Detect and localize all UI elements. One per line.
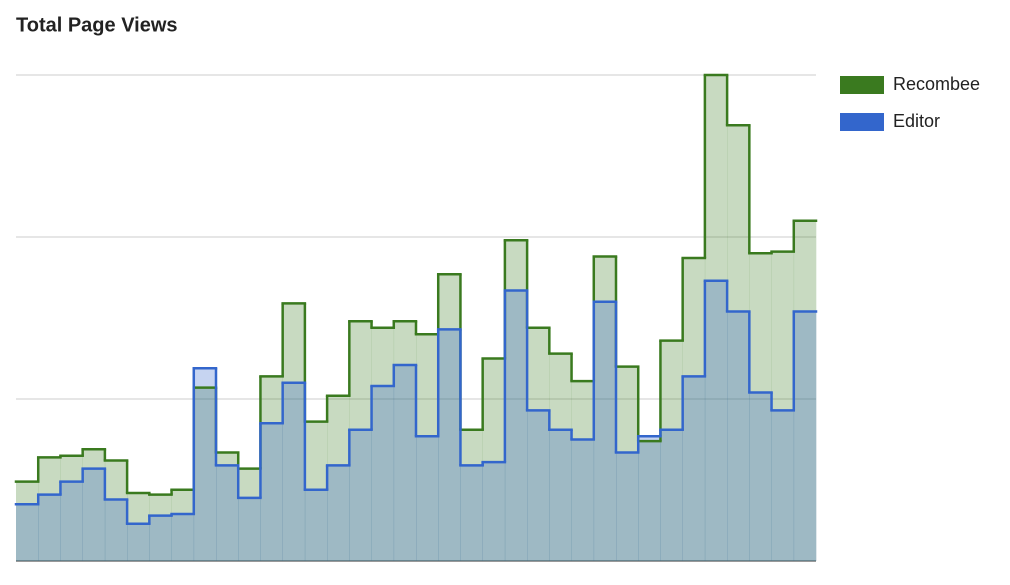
area-step xyxy=(549,353,572,561)
area-step xyxy=(682,376,706,561)
area-step xyxy=(704,280,728,561)
area-step xyxy=(282,303,306,561)
area-step xyxy=(238,497,261,561)
area-step xyxy=(616,452,639,561)
legend-swatch xyxy=(840,76,884,94)
area-step xyxy=(304,489,328,561)
area-step xyxy=(82,468,106,561)
area-step xyxy=(393,364,417,561)
area-step xyxy=(38,494,61,561)
area-step xyxy=(104,460,128,561)
area-step xyxy=(682,258,706,561)
area-step xyxy=(416,334,439,561)
area-step xyxy=(593,256,617,561)
area-step xyxy=(193,368,217,561)
area-step xyxy=(82,449,106,561)
area-step xyxy=(127,492,150,561)
area-step xyxy=(504,240,528,562)
area-step xyxy=(104,499,128,561)
chart-title: Total Page Views xyxy=(16,14,178,36)
area-step xyxy=(727,311,750,561)
area-step xyxy=(393,321,417,561)
area-step xyxy=(638,436,661,561)
area-step xyxy=(704,75,728,561)
area-step xyxy=(149,494,172,561)
area-step xyxy=(127,523,150,561)
area-step xyxy=(571,439,595,561)
area-step xyxy=(16,504,39,561)
area-step xyxy=(571,381,595,561)
area-step xyxy=(504,290,528,561)
legend-label: Editor xyxy=(893,111,940,131)
area-step xyxy=(771,410,795,561)
area-step xyxy=(371,386,395,561)
area-step xyxy=(482,462,506,561)
area-step xyxy=(149,515,172,561)
area-step xyxy=(638,441,661,561)
area-step xyxy=(171,489,195,561)
area-step xyxy=(660,429,683,561)
area-step xyxy=(727,125,750,561)
area-step xyxy=(460,429,483,561)
area-step xyxy=(304,421,328,561)
legend-swatch xyxy=(840,113,884,131)
area-step xyxy=(771,251,795,561)
area-step xyxy=(16,481,39,561)
area-step xyxy=(793,311,817,561)
area-step xyxy=(416,436,439,561)
area-step xyxy=(438,274,461,561)
area-step xyxy=(749,253,772,561)
area-step xyxy=(238,468,261,561)
area-step xyxy=(593,301,617,561)
area-step xyxy=(616,366,639,561)
area-step xyxy=(549,429,572,561)
area-step xyxy=(327,465,350,561)
area-step xyxy=(660,340,683,561)
area-step xyxy=(171,514,195,561)
legend-label: Recombee xyxy=(893,74,980,94)
area-step xyxy=(527,327,550,561)
area-step xyxy=(260,423,283,561)
area-step xyxy=(327,395,350,561)
area-step xyxy=(793,220,817,562)
area-step xyxy=(527,410,550,561)
area-step xyxy=(438,329,461,561)
area-step xyxy=(216,465,239,561)
area-step xyxy=(482,358,506,561)
area-step xyxy=(282,382,306,561)
area-step xyxy=(349,429,372,561)
area-step xyxy=(60,481,83,561)
area-step xyxy=(349,321,372,561)
area-step xyxy=(193,387,217,561)
area-step xyxy=(38,457,61,561)
area-step xyxy=(749,392,772,561)
area-step xyxy=(460,465,483,561)
area-step xyxy=(216,452,239,561)
